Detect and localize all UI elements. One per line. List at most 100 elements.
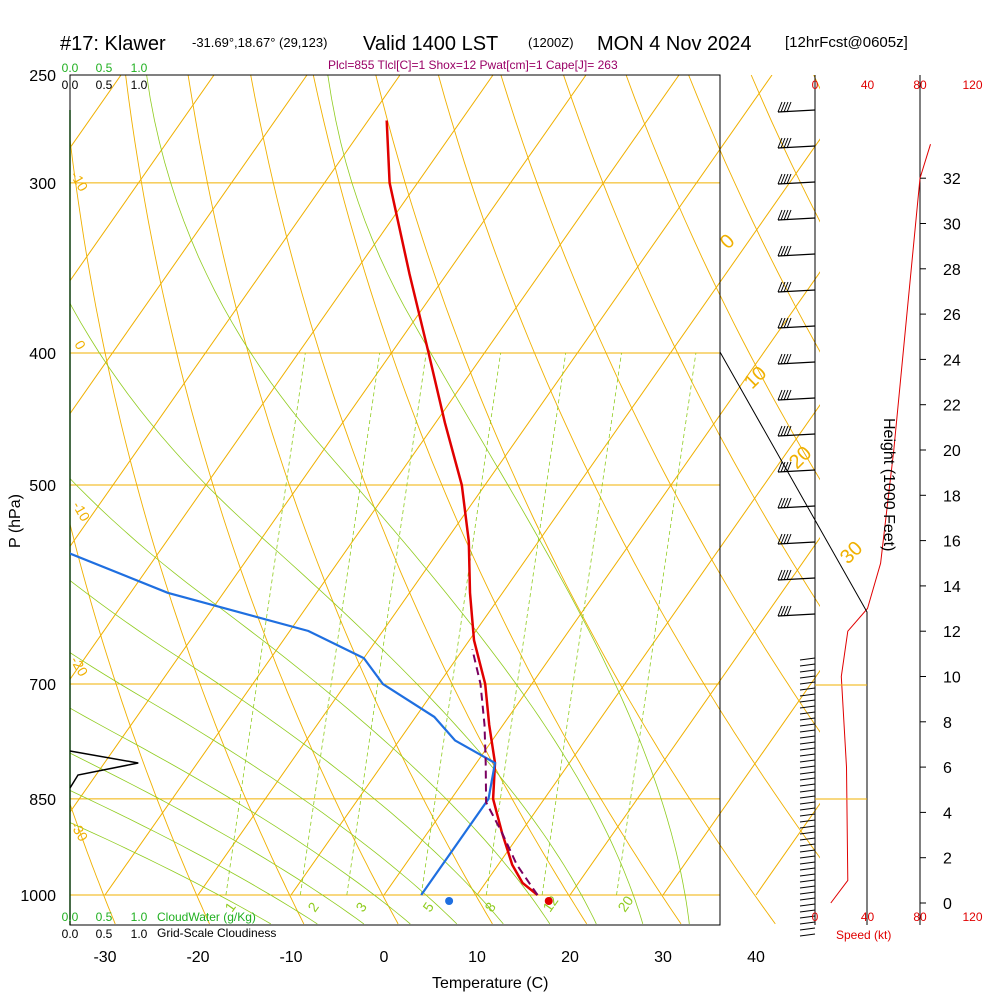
dry-adiabat-label: 0 (716, 230, 739, 253)
wind-barb-flag (780, 569, 786, 581)
speed-tick-label: 80 (913, 78, 927, 92)
wind-barb-flag (780, 497, 786, 509)
dewpoint-line (70, 552, 497, 896)
wind-barb (799, 687, 816, 691)
cloudwater-tick-label: 0.0 (62, 910, 79, 924)
wind-barb (799, 681, 816, 685)
surface-dewpoint-marker (445, 897, 454, 905)
wind-barb-flag (786, 317, 792, 329)
wind-barb-flag (777, 245, 783, 257)
cloudiness-tick-label: 0.5 (96, 78, 113, 92)
wind-barb-flag (780, 173, 786, 185)
height-tick-label: 22 (943, 398, 961, 415)
wind-barb (799, 765, 816, 769)
wind-barb-flag (780, 317, 786, 329)
wind-barb (799, 711, 816, 715)
isotherm-line (569, 536, 820, 896)
wind-barb-flag (783, 497, 789, 509)
wind-barb (799, 885, 816, 889)
wind-barb (799, 789, 816, 793)
wind-barb (799, 813, 816, 817)
wind-barb (777, 577, 816, 581)
dry-adiabat-line (250, 75, 588, 925)
cloudiness-tick-label: 1.0 (131, 927, 148, 941)
wind-barb (777, 541, 816, 545)
dry-adiabat-line (688, 75, 820, 353)
pressure-tick-label: 300 (29, 176, 56, 193)
wind-barb-flag (777, 101, 783, 113)
wind-barb (777, 361, 816, 365)
height-tick-label: 26 (943, 307, 961, 324)
wind-barb-flag (780, 137, 786, 149)
isotherm-line (70, 75, 215, 282)
wind-barb-flag (783, 317, 789, 329)
wind-barb (777, 109, 816, 113)
wind-barb-flag (777, 389, 783, 401)
moist-adiabat-line (70, 752, 365, 925)
temperature-tick-label: 30 (654, 949, 672, 966)
height-tick-label: 32 (943, 171, 961, 188)
dry-adiabat-line (750, 75, 820, 223)
moist-adiabat-line (146, 75, 644, 925)
wind-barb-flag (780, 605, 786, 617)
wind-barb (799, 897, 816, 901)
wind-barb (799, 921, 816, 925)
pressure-tick-label: 250 (29, 68, 56, 85)
height-tick-label: 30 (943, 217, 961, 234)
wind-barb-flag (783, 101, 789, 113)
height-tick-label: 20 (943, 443, 961, 460)
forecast-info: [12hrFcst@0605z] (785, 34, 908, 51)
wind-barb-flag (780, 245, 786, 257)
wind-barb (777, 253, 816, 257)
wind-barb (799, 855, 816, 859)
wind-barb (799, 849, 816, 853)
wind-barb-flag (780, 209, 786, 221)
height-tick-label: 4 (943, 805, 952, 822)
moist-adiabat-line (70, 302, 597, 925)
wind-barb-flag (786, 425, 792, 437)
isotherm-line (476, 404, 820, 896)
wind-barb (777, 181, 816, 185)
wind-barb (799, 729, 816, 733)
moist-adiabat-line (327, 75, 690, 924)
wind-barb (799, 747, 816, 751)
dry-adiabat-label: 20 (785, 442, 816, 473)
isotherm-line (197, 75, 773, 896)
wind-barb-flag (786, 245, 792, 257)
wind-barb (799, 783, 816, 787)
cloudwater-tick-label: 1.0 (131, 61, 148, 75)
wind-barb-flag (783, 389, 789, 401)
wind-barb-flag (780, 461, 786, 473)
temperature-tick-label: -10 (279, 949, 302, 966)
wind-barb (777, 613, 816, 617)
sounding-params: Plcl=855 Tlcl[C]=1 Shox=12 Pwat[cm]=1 Ca… (328, 58, 618, 72)
mixing-ratio-label: 5 (419, 899, 437, 915)
valid-time: Valid 1400 LST (363, 33, 498, 55)
profiles (70, 120, 553, 905)
pressure-tick-label: 1000 (20, 888, 56, 905)
wind-barb-flag (777, 605, 783, 617)
wind-barb (799, 663, 816, 667)
temperature-tick-label: 40 (747, 949, 765, 966)
wind-barb-flag (777, 425, 783, 437)
height-tick-label: 28 (943, 262, 961, 279)
moist-adiabat-line (70, 822, 271, 925)
dry-adiabat-line (563, 75, 820, 607)
moist-adiabat-line (70, 477, 551, 925)
parcel-line (471, 648, 539, 896)
temperature-tick-label: -20 (186, 949, 209, 966)
wind-barb (799, 693, 816, 697)
dry-adiabat-line (437, 75, 820, 859)
wind-barb-flag (777, 569, 783, 581)
mixing-ratio-line (346, 352, 427, 896)
x-axis-label: Temperature (C) (432, 975, 548, 992)
mixing-ratio-label: 3 (352, 899, 370, 915)
isotherm-line (662, 669, 820, 896)
isotherm-label: -10 (69, 499, 93, 525)
mixing-ratio-label: 2 (304, 899, 322, 915)
wind-barb (799, 753, 816, 757)
height-link-line (719, 351, 868, 925)
dry-adiabat-line (375, 75, 776, 925)
speed-tick-label: 0 (812, 78, 819, 92)
moist-adiabat-line (70, 790, 318, 925)
